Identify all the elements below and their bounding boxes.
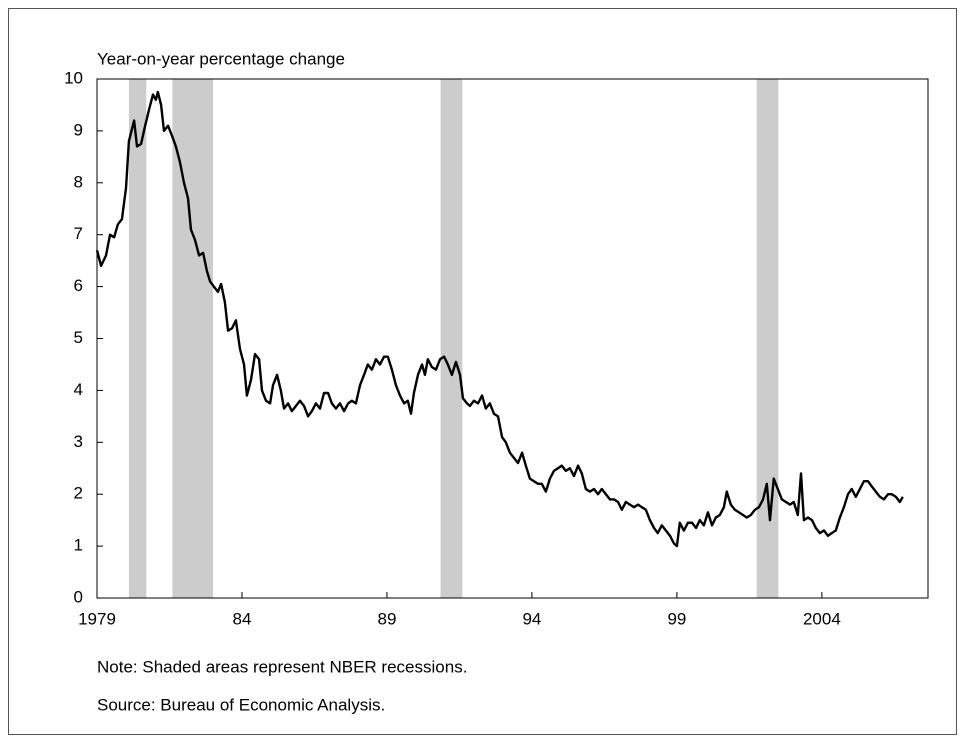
y-tick-label: 5 bbox=[74, 328, 83, 347]
x-tick-label: 2004 bbox=[803, 609, 841, 628]
x-tick-label: 89 bbox=[377, 609, 396, 628]
recession-band bbox=[756, 79, 779, 598]
y-tick-label: 0 bbox=[74, 587, 83, 606]
y-tick-label: 10 bbox=[64, 68, 83, 87]
y-tick-label: 8 bbox=[74, 172, 83, 191]
x-tick-label: 94 bbox=[522, 609, 541, 628]
y-tick-label: 9 bbox=[74, 120, 83, 139]
recession-band bbox=[172, 79, 213, 598]
recession-band bbox=[128, 79, 147, 598]
source: Source: Bureau of Economic Analysis. bbox=[97, 695, 385, 714]
y-tick-label: 3 bbox=[74, 432, 83, 451]
x-tick-label: 1979 bbox=[78, 609, 116, 628]
note: Note: Shaded areas represent NBER recess… bbox=[97, 657, 467, 676]
x-tick-label: 84 bbox=[233, 609, 252, 628]
y-tick-label: 6 bbox=[74, 276, 83, 295]
y-tick-label: 2 bbox=[74, 484, 83, 503]
frame bbox=[8, 8, 957, 735]
recession-band bbox=[440, 79, 463, 598]
y-tick-label: 4 bbox=[74, 380, 83, 399]
y-tick-label: 1 bbox=[74, 536, 83, 555]
x-tick-label: 99 bbox=[667, 609, 686, 628]
plot-frame bbox=[96, 78, 929, 599]
line bbox=[95, 90, 904, 548]
y-tick-label: 7 bbox=[74, 224, 83, 243]
y-axis-label: Year-on-year percentage change bbox=[97, 49, 345, 68]
